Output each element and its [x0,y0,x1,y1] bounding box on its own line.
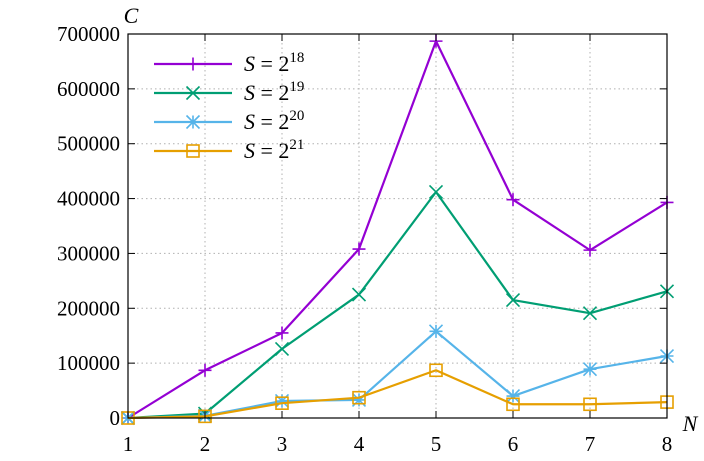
x-axis-label: N [682,411,699,436]
y-tick-label: 600000 [57,77,120,101]
ticks: 0 100000 200000 300000 400000 500000 600000 700… [57,22,672,456]
x-tick-label: 5 [431,432,442,456]
legend-item-4: S = 221 [154,137,304,163]
legend-item-1: S = 218 [154,50,304,76]
point-marker [428,324,444,339]
point-marker [506,193,520,207]
legend-label: S = 218 [244,50,304,76]
series-line [127,40,668,419]
y-tick-label: 200000 [57,296,120,320]
point-marker [352,390,366,405]
point-marker [582,306,598,321]
y-tick-label: 700000 [57,22,120,46]
legend-label-exponent: 18 [289,50,304,66]
x-tick-label: 2 [200,432,211,456]
legend-label: S = 220 [244,108,304,134]
legend-label-base: S [244,51,255,76]
y-tick-label: 300000 [57,241,120,265]
x-tick-label: 1 [123,432,134,456]
legend-label-exponent: 21 [289,137,304,153]
y-tick-label: 500000 [57,132,120,156]
point-marker [429,363,443,378]
grid [128,34,667,418]
legend-label-eq: = 2 [255,138,289,163]
point-marker [274,393,290,409]
x-tick-label: 8 [662,432,673,456]
legend-label-exponent: 19 [289,79,304,95]
point-marker [352,242,366,256]
legend-label-base: S [244,109,255,134]
legend-label: S = 221 [244,137,304,163]
point-marker [428,184,444,200]
point-marker [582,362,598,377]
point-marker [351,287,367,302]
x-tick-label: 7 [585,432,596,456]
point-marker [506,397,520,412]
legend-label-eq: = 2 [255,51,289,76]
point-marker [583,243,597,257]
y-axis-label: C [124,3,139,28]
legend-label-eq: = 2 [255,80,289,105]
x-tick-label: 4 [354,432,365,456]
y-tick-label: 100000 [57,351,120,375]
y-tick-label: 400000 [57,187,120,211]
point-marker [275,326,289,340]
point-marker [185,85,201,101]
series-2 [120,184,675,426]
point-marker [185,114,201,130]
legend-label-base: S [244,80,255,105]
x-tick-label: 3 [277,432,288,456]
series-layer [120,34,675,426]
legend-item-3: S = 220 [154,108,304,134]
point-marker [186,57,200,71]
legend-item-2: S = 219 [154,79,304,105]
series-line [127,190,668,420]
point-marker [583,397,597,412]
legend-label-eq: = 2 [255,109,289,134]
legend-label-exponent: 20 [289,108,304,124]
point-marker [198,409,212,424]
y-tick-label: 0 [110,406,121,430]
point-marker [274,341,290,356]
point-marker [186,144,200,158]
legend-label: S = 219 [244,79,304,105]
point-marker [505,292,521,308]
point-marker [198,363,212,377]
plot-frame [127,33,668,419]
x-tick-label: 6 [508,432,519,456]
series-line [127,369,668,420]
point-marker [351,392,367,407]
point-marker [275,396,289,410]
point-marker [505,388,521,404]
legend-label-base: S [244,138,255,163]
